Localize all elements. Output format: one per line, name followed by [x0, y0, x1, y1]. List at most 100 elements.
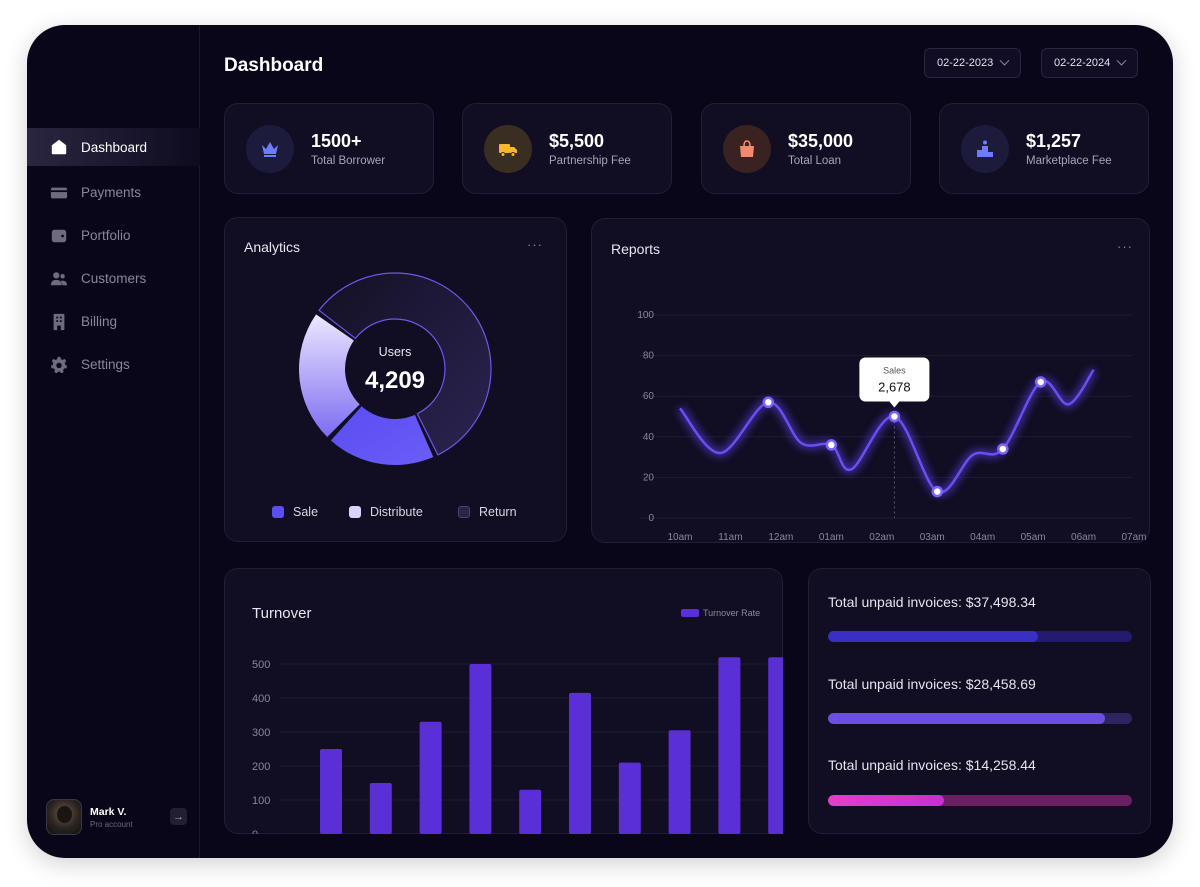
- data-point[interactable]: [888, 410, 901, 423]
- date-from-select[interactable]: 02-22-2023: [924, 48, 1022, 78]
- legend-distribute: Distribute: [349, 505, 423, 519]
- x-tick-label: 03am: [920, 532, 945, 543]
- y-tick-label: 400: [252, 693, 270, 705]
- sidebar-item-label: Portfolio: [81, 228, 131, 243]
- invoice-progress-fill: [828, 795, 944, 806]
- home-icon: [49, 137, 69, 157]
- chevron-down-icon: [999, 55, 1010, 66]
- date-from-value: 02-22-2023: [937, 57, 994, 69]
- x-tick-label: 10am: [667, 532, 692, 543]
- donut-center-label: Users: [379, 345, 412, 359]
- sidebar-item-label: Settings: [81, 357, 130, 372]
- legend-label: Sale: [293, 505, 319, 519]
- app-window: Dashboard Payments Portfolio Customers B…: [27, 25, 1173, 858]
- legend-label: Turnover Rate: [703, 608, 761, 618]
- user-profile[interactable]: Mark V. Pro account →: [46, 799, 187, 835]
- x-tick-label: 04am: [970, 532, 995, 543]
- stat-card-loan: $35,000 Total Loan: [701, 103, 911, 194]
- card-icon: [49, 183, 69, 203]
- data-point[interactable]: [931, 485, 944, 498]
- stat-label: Total Loan: [788, 154, 842, 167]
- invoice-progress-bar: [828, 631, 1132, 642]
- turnover-bar[interactable]: [519, 789, 542, 834]
- x-tick-label: 01am: [819, 532, 844, 543]
- legend-sale: Sale: [272, 505, 318, 519]
- legend-label: Return: [479, 505, 517, 519]
- analytics-title: Analytics: [244, 239, 301, 255]
- x-tick-label: 11am: [718, 532, 742, 543]
- bag-icon: [723, 124, 771, 173]
- invoice-label: Total unpaid invoices: $28,458.69: [828, 676, 1036, 692]
- donut-center-value: 4,209: [365, 367, 425, 394]
- stat-card-borrower: 1500+ Total Borrower: [224, 103, 434, 194]
- stat-label: Total Borrower: [311, 154, 386, 167]
- turnover-bar[interactable]: [768, 657, 783, 834]
- turnover-bar-chart: 0 100 200 300 400 500: [252, 657, 783, 834]
- turnover-bar[interactable]: [369, 783, 392, 834]
- y-tick-label: 500: [252, 659, 270, 671]
- sidebar-nav: Dashboard Payments Portfolio Customers B…: [27, 128, 200, 386]
- more-icon[interactable]: ···: [527, 237, 543, 252]
- analytics-card: [224, 217, 567, 542]
- invoice-progress-fill: [828, 631, 1038, 642]
- invoice-label: Total unpaid invoices: $37,498.34: [828, 594, 1036, 610]
- page-title: Dashboard: [224, 55, 324, 76]
- sidebar-item-portfolio[interactable]: Portfolio: [27, 214, 200, 257]
- legend-swatch: [349, 506, 361, 518]
- data-point[interactable]: [997, 443, 1009, 455]
- date-to-select[interactable]: 02-22-2024: [1041, 48, 1139, 78]
- donut-slice-distribute: [299, 314, 360, 438]
- turnover-bar[interactable]: [618, 762, 641, 834]
- y-tick-label: 60: [643, 391, 655, 402]
- sidebar-item-customers[interactable]: Customers: [27, 257, 200, 300]
- sidebar-item-label: Customers: [81, 271, 147, 286]
- reports-line-chart: 0 20 40 60 80 100 10am 11am 12am 01am 02am 03am 04am…: [637, 310, 1146, 543]
- stat-label: Marketplace Fee: [1026, 154, 1112, 167]
- building-icon: [49, 312, 69, 332]
- sales-tooltip: Sales 2,678: [859, 357, 930, 408]
- user-name: Mark V.: [90, 805, 127, 818]
- x-tick-label: 07am: [1121, 532, 1146, 543]
- invoice-progress-bar: [828, 713, 1132, 724]
- podium-icon: [961, 124, 1009, 173]
- y-tick-label: 100: [637, 310, 654, 321]
- stat-value: $5,500: [549, 130, 605, 151]
- sidebar-item-payments[interactable]: Payments: [27, 171, 200, 214]
- turnover-bar[interactable]: [419, 721, 442, 834]
- wallet-icon: [49, 226, 69, 246]
- y-tick-label: 40: [643, 432, 655, 443]
- tooltip-value: 2,678: [878, 380, 911, 395]
- turnover-bar[interactable]: [569, 692, 591, 834]
- data-point[interactable]: [762, 396, 775, 409]
- turnover-bar[interactable]: [469, 664, 492, 834]
- stat-card-partnership: $5,500 Partnership Fee: [462, 103, 672, 194]
- logout-icon[interactable]: →: [170, 808, 187, 825]
- invoice-label: Total unpaid invoices: $14,258.44: [828, 757, 1036, 773]
- avatar: [46, 799, 82, 835]
- turnover-bar[interactable]: [718, 657, 741, 834]
- sidebar-item-settings[interactable]: Settings: [27, 343, 200, 386]
- x-tick-label: 05am: [1021, 532, 1046, 543]
- sidebar-item-label: Billing: [81, 314, 118, 329]
- turnover-bar[interactable]: [668, 730, 691, 834]
- data-point[interactable]: [825, 439, 838, 451]
- invoice-progress-fill: [828, 713, 1105, 724]
- sidebar-item-billing[interactable]: Billing: [27, 300, 200, 343]
- y-tick-label: 80: [643, 351, 655, 362]
- turnover-title: Turnover: [252, 605, 312, 622]
- legend-swatch: [272, 506, 284, 518]
- stat-value: $35,000: [788, 130, 854, 151]
- user-role: Pro account: [90, 819, 133, 829]
- gear-icon: [49, 355, 69, 375]
- legend-swatch: [681, 609, 699, 617]
- y-tick-label: 20: [643, 472, 655, 483]
- more-icon[interactable]: ···: [1117, 239, 1133, 254]
- stat-value: 1500+: [311, 130, 362, 151]
- data-point[interactable]: [1034, 376, 1047, 388]
- turnover-bar[interactable]: [320, 749, 342, 834]
- crown-icon: [246, 124, 294, 173]
- reports-title: Reports: [611, 241, 661, 257]
- sidebar-item-dashboard[interactable]: Dashboard: [27, 128, 200, 166]
- legend-return: Return: [458, 505, 517, 519]
- tooltip-label: Sales: [883, 366, 906, 376]
